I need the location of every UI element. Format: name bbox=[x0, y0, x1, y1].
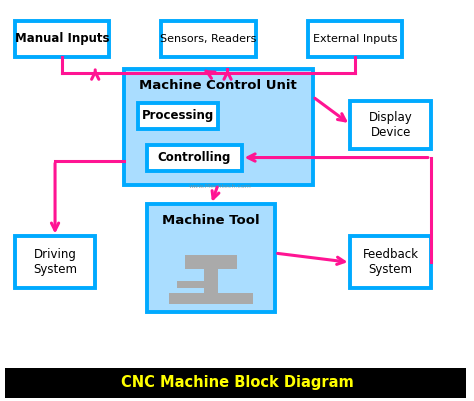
Text: Processing: Processing bbox=[142, 109, 214, 122]
FancyBboxPatch shape bbox=[308, 21, 402, 57]
FancyBboxPatch shape bbox=[138, 103, 218, 129]
Text: CNC Machine Block Diagram: CNC Machine Block Diagram bbox=[120, 375, 354, 390]
FancyBboxPatch shape bbox=[350, 237, 431, 288]
FancyBboxPatch shape bbox=[350, 101, 431, 148]
FancyBboxPatch shape bbox=[177, 282, 204, 288]
FancyBboxPatch shape bbox=[15, 21, 109, 57]
FancyBboxPatch shape bbox=[169, 293, 253, 304]
Text: Feedback
System: Feedback System bbox=[363, 249, 419, 276]
FancyBboxPatch shape bbox=[147, 205, 275, 312]
Text: External Inputs: External Inputs bbox=[313, 34, 397, 44]
Text: Driving
System: Driving System bbox=[33, 249, 77, 276]
FancyBboxPatch shape bbox=[147, 144, 242, 170]
FancyBboxPatch shape bbox=[204, 264, 218, 293]
FancyBboxPatch shape bbox=[207, 269, 216, 285]
Text: Sensors, Readers: Sensors, Readers bbox=[161, 34, 257, 44]
FancyBboxPatch shape bbox=[15, 237, 95, 288]
FancyBboxPatch shape bbox=[184, 255, 237, 269]
FancyBboxPatch shape bbox=[124, 69, 313, 184]
Text: www.Mechtech.com: www.Mechtech.com bbox=[189, 184, 252, 189]
FancyBboxPatch shape bbox=[5, 369, 466, 398]
Text: Machine Control Unit: Machine Control Unit bbox=[139, 79, 297, 91]
Text: Display
Device: Display Device bbox=[369, 111, 412, 139]
Text: Manual Inputs: Manual Inputs bbox=[15, 32, 109, 45]
Text: Controlling: Controlling bbox=[158, 151, 231, 164]
FancyBboxPatch shape bbox=[161, 21, 256, 57]
Text: Machine Tool: Machine Tool bbox=[162, 215, 260, 227]
